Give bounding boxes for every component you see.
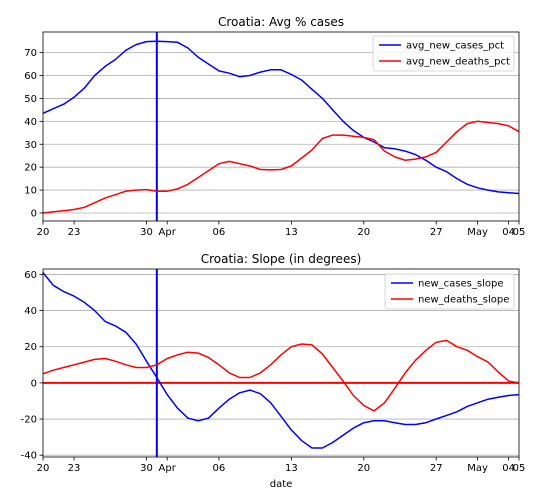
x-tick-label: 20: [357, 227, 370, 238]
x-tick-label: 20: [37, 227, 50, 238]
x-tick-label: 04: [502, 227, 515, 238]
y-tick-label: 40: [24, 306, 37, 317]
x-tick-label: May: [467, 463, 488, 474]
series-line-avg-new-cases-pct: [42, 40, 520, 195]
x-tick-label: 27: [430, 227, 443, 238]
x-tick-label: 23: [68, 227, 81, 238]
y-tick-label: 50: [24, 94, 37, 105]
plot-area: [42, 31, 520, 222]
x-tick-label: 20: [37, 463, 50, 474]
x-tick-label: 05: [513, 227, 526, 238]
x-tick-label: 06: [213, 463, 226, 474]
legend: avg_new_cases_pct avg_new_deaths_pct: [372, 35, 515, 72]
y-tick-label: 20: [24, 342, 37, 353]
legend-label-cases: avg_new_cases_pct: [406, 41, 504, 52]
y-tick-label: 0: [31, 208, 37, 219]
series-layer: [42, 269, 520, 457]
plot-area: [42, 268, 520, 458]
series-line-new-cases-slope: [42, 272, 520, 449]
y-tick-label: 60: [24, 270, 37, 281]
y-tick-label: 30: [24, 140, 37, 151]
series-line-avg-new-deaths-pct: [42, 120, 520, 214]
legend-label-deaths-slope: new_deaths_slope: [418, 295, 509, 306]
x-tick-label: May: [467, 227, 488, 238]
x-tick-label: 20: [357, 463, 370, 474]
legend-box: [372, 35, 515, 72]
y-tick-label: 70: [24, 48, 37, 59]
chart-title: Croatia: Slope (in degrees): [201, 252, 362, 266]
x-tick-label: 13: [285, 227, 298, 238]
y-tick-label: 20: [24, 163, 37, 174]
series-layer: [42, 32, 520, 221]
x-tick-label: Apr: [159, 463, 177, 474]
y-tick-label: 0: [31, 378, 37, 389]
y-tick-label: -40: [21, 451, 37, 462]
x-tick-label: 05: [513, 463, 526, 474]
chart-title: Croatia: Avg % cases: [218, 15, 344, 29]
x-axis-label: date: [270, 479, 293, 490]
y-tick-label: 10: [24, 186, 37, 197]
legend-box: [384, 273, 515, 310]
x-tick-label: 23: [68, 463, 81, 474]
y-tick-label: 40: [24, 117, 37, 128]
series-line-new-deaths-slope: [42, 339, 520, 412]
y-tick-label: 60: [24, 71, 37, 82]
y-axis: 0 10 20 30 40 50 60 70: [24, 48, 43, 219]
y-gridlines: [43, 52, 519, 214]
x-tick-label: Apr: [159, 227, 177, 238]
x-tick-label: 06: [213, 227, 226, 238]
x-tick-label: 30: [140, 227, 153, 238]
x-tick-label: 30: [140, 463, 153, 474]
x-tick-label: 04: [502, 463, 515, 474]
x-tick-label: 27: [430, 463, 443, 474]
legend: new_cases_slope new_deaths_slope: [384, 273, 515, 310]
x-tick-label: 13: [285, 463, 298, 474]
y-axis: -40 -20 0 20 40 60: [21, 270, 43, 462]
legend-label-cases-slope: new_cases_slope: [418, 279, 503, 290]
slope-chart: Croatia: Slope (in degrees) -40 -20 0 20 40 6…: [21, 252, 526, 490]
legend-label-deaths: avg_new_deaths_pct: [406, 57, 510, 68]
y-tick-label: -20: [21, 415, 37, 426]
